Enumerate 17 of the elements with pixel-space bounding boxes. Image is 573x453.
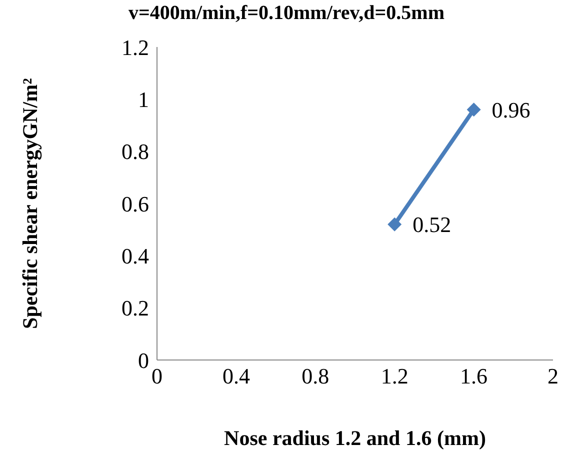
x-axis-title: Nose radius 1.2 and 1.6 (mm) <box>224 426 486 450</box>
chart-title: v=400m/min,f=0.10mm/rev,d=0.5mm <box>127 2 446 25</box>
y-tick-label: 0.6 <box>122 191 149 216</box>
y-tick-label: 0.4 <box>122 243 149 268</box>
data-label: 0.52 <box>412 212 452 238</box>
y-tick-label: 1.2 <box>122 34 149 60</box>
x-tick-label: 1.6 <box>460 364 488 389</box>
x-tick-label: 2 <box>548 364 558 389</box>
y-tick-label: 0.2 <box>122 296 149 321</box>
x-tick-label: 0.8 <box>302 364 330 389</box>
y-axis-title: Specific shear energyGN/m² <box>18 78 42 329</box>
y-tick-label: 0 <box>138 348 149 373</box>
y-tick-label: 1 <box>138 86 149 112</box>
data-label: 0.96 <box>492 97 530 122</box>
x-tick-label: 0.4 <box>222 364 250 389</box>
x-tick-label: 1.2 <box>380 364 408 389</box>
y-tick-label: 0.8 <box>122 139 149 164</box>
